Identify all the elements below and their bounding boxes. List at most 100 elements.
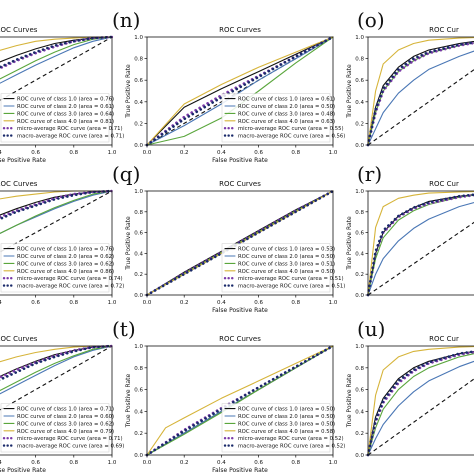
axes-frame (367, 190, 474, 296)
y-axis-label: True Positive Rate (125, 216, 132, 271)
roc-series-3 (0, 190, 113, 235)
x-tick-label: 1.0 (329, 300, 338, 306)
y-tick-label: 0.4 (355, 100, 364, 106)
roc-series-5 (366, 350, 474, 457)
y-tick-label: 0.0 (134, 143, 143, 149)
y-tick-label: 1.0 (355, 344, 364, 350)
roc-series-6 (366, 350, 474, 457)
y-tick-label: 0.2 (355, 272, 364, 278)
y-axis-label: True Positive Rate (346, 216, 353, 271)
y-tick-label: 0.2 (355, 121, 364, 127)
x-axis-label: False Positive Rate (212, 307, 268, 314)
legend-entry: ROC curve of class 1.0 (area = 0.76) (17, 97, 114, 103)
y-axis-label: True Positive Rate (346, 373, 353, 428)
x-tick-label: 0.6 (254, 150, 263, 156)
y-tick-label: 1.0 (134, 344, 143, 350)
legend-entry: micro-average ROC curve (area = 0.51) (238, 276, 344, 282)
y-tick-label: 1.0 (134, 35, 143, 41)
roc-panel: ROC Cur 0.0 0.2 0.4 0.6 0.8 1.0 True Positive R… (346, 162, 474, 299)
panel-letter-label: (q) (112, 162, 140, 186)
roc-series-5 (0, 35, 114, 70)
x-axis-label: False Positive Rate (0, 467, 46, 474)
roc-series-2 (367, 50, 474, 146)
roc-panel: ROC Curves 0.4 0.6 0.8 1.0 ROC curve of class… (0, 180, 124, 306)
x-tick-label: 0.4 (217, 460, 226, 466)
x-tick-label: 1.0 (108, 150, 117, 156)
legend-entry: ROC curve of class 4.0 (area = 0.81) (17, 119, 114, 125)
panel-title: ROC Curves (219, 26, 261, 34)
roc-panel: ROC Curves 0.0 0.2 0.4 0.6 0.8 1.0 0.0 0.2 0.4 0.6… (112, 162, 345, 314)
panel-title: ROC Cur (429, 180, 459, 188)
y-tick-label: 0.2 (134, 272, 143, 278)
legend-entry: ROC curve of class 2.0 (area = 0.62) (17, 254, 114, 260)
legend-entry: macro-average ROC curve (area = 0.72) (17, 284, 124, 290)
x-tick-label: 0.4 (0, 150, 2, 156)
y-tick-label: 0.0 (355, 143, 364, 149)
y-tick-label: 1.0 (355, 189, 364, 195)
x-tick-label: 0.8 (69, 300, 78, 306)
legend-entry: ROC curve of class 1.0 (area = 0.53) (238, 247, 335, 253)
roc-series-6 (0, 344, 114, 382)
panel-letter-label: (r) (357, 162, 382, 186)
x-tick-label: 1.0 (329, 150, 338, 156)
x-axis-label: False Positive Rate (0, 157, 46, 164)
x-tick-label: 1.0 (108, 300, 117, 306)
panel-title: ROC Curves (0, 335, 38, 343)
roc-series-4 (367, 37, 474, 146)
x-tick-label: 0.8 (291, 150, 300, 156)
roc-series-6 (145, 35, 335, 147)
legend-entry: macro-average ROC curve (area = 0.51) (238, 284, 345, 290)
legend-entry: macro-average ROC curve (area = 0.69) (17, 444, 124, 450)
roc-series-4 (0, 36, 113, 51)
y-tick-label: 0.0 (134, 293, 143, 299)
legend-entry: ROC curve of class 1.0 (area = 0.71) (17, 407, 114, 413)
legend-entry: ROC curve of class 3.0 (area = 0.51) (238, 261, 335, 267)
roc-panel: ROC Curves 0.0 0.2 0.4 0.6 0.8 1.0 0.0 0.2 0.4 0.6… (112, 317, 345, 474)
y-tick-label: 0.6 (134, 388, 143, 394)
x-tick-label: 0.6 (31, 460, 40, 466)
x-tick-label: 1.0 (329, 460, 338, 466)
roc-series-4 (146, 345, 334, 456)
roc-series-4 (367, 346, 474, 456)
legend-entry: ROC curve of class 3.0 (area = 0.50) (238, 421, 335, 427)
axes-frame (0, 345, 113, 456)
panel-title: ROC Cur (429, 335, 459, 343)
y-tick-label: 1.0 (355, 35, 364, 41)
legend-entry: macro-average ROC curve (area = 0.71) (17, 134, 124, 140)
roc-series-6 (366, 193, 474, 297)
axes-frame (146, 36, 334, 146)
axes-frame (367, 36, 474, 146)
legend-entry: macro-average ROC curve (area = 0.56) (238, 134, 345, 140)
panel-title: ROC Cur (429, 26, 459, 34)
y-tick-label: 1.0 (134, 189, 143, 195)
legend-entry: macro-average ROC curve (area = 0.52) (238, 444, 345, 450)
roc-panel: ROC Curves 0.4 0.6 0.8 1.0 False Positive Rat… (0, 26, 124, 164)
roc-series-1 (146, 36, 334, 146)
chance-diagonal-line (146, 36, 334, 146)
panel-title: ROC Curves (0, 26, 38, 34)
roc-panel: ROC Cur 0.0 0.2 0.4 0.6 0.8 1.0 True Positive R… (346, 317, 474, 459)
y-tick-label: 0.4 (134, 409, 143, 415)
y-tick-label: 0.0 (355, 293, 364, 299)
x-tick-label: 0.4 (0, 460, 2, 466)
y-tick-label: 0.2 (355, 431, 364, 437)
roc-series-4 (367, 190, 474, 296)
y-tick-label: 0.0 (134, 453, 143, 459)
y-tick-label: 0.2 (134, 431, 143, 437)
y-tick-label: 0.8 (134, 210, 143, 216)
legend-entry: ROC curve of class 2.0 (area = 0.50) (238, 414, 335, 420)
roc-series-3 (367, 353, 474, 456)
x-tick-label: 0.6 (254, 460, 263, 466)
axes-frame (146, 190, 334, 296)
legend-box (221, 243, 331, 293)
legend-entry: ROC curve of class 3.0 (area = 0.62) (17, 421, 114, 427)
legend-entry: ROC curve of class 2.0 (area = 0.50) (238, 104, 335, 110)
y-tick-label: 0.8 (355, 366, 364, 372)
roc-panel: ROC Curves 0.0 0.2 0.4 0.6 0.8 1.0 0.0 0.2 0.4 0.6… (112, 8, 345, 164)
x-tick-label: 0.6 (31, 300, 40, 306)
legend-entry: ROC curve of class 1.0 (area = 0.61) (238, 97, 335, 103)
axes-frame (367, 345, 474, 456)
legend-box (221, 403, 331, 453)
legend-entry: ROC curve of class 2.0 (area = 0.61) (17, 104, 114, 110)
